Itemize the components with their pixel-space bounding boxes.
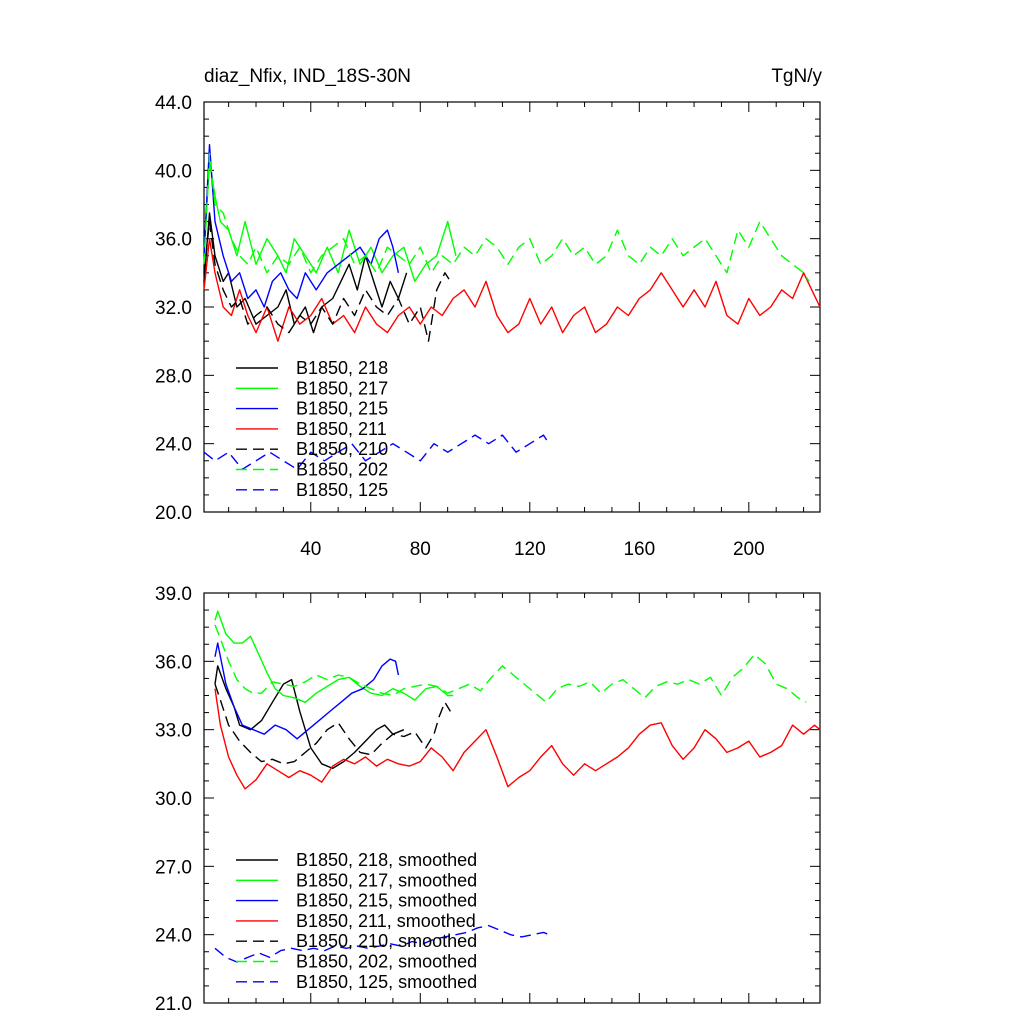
x-tick-label: 200 <box>733 539 765 560</box>
legend-label: B1850, 215, smoothed <box>296 891 477 911</box>
x-tick-label: 120 <box>514 539 546 560</box>
chart-units: TgN/y <box>771 66 822 87</box>
legend-label: B1850, 215 <box>296 399 388 419</box>
chart-title: diaz_Nfix, IND_18S-30N <box>204 66 411 87</box>
y-tick-label: 21.0 <box>155 994 192 1015</box>
legend-label: B1850, 125 <box>296 480 388 500</box>
y-tick-label: 36.0 <box>155 652 192 673</box>
legend-label: B1850, 217 <box>296 378 388 398</box>
x-tick-label: 80 <box>410 539 431 560</box>
legend-label: B1850, 202 <box>296 460 388 480</box>
series-line <box>203 143 400 308</box>
series-line <box>214 624 807 703</box>
series-line <box>203 161 457 283</box>
y-tick-label: 36.0 <box>155 230 192 251</box>
legend-label: B1850, 210 <box>296 439 388 459</box>
series-line <box>203 220 451 342</box>
y-tick-label: 24.0 <box>155 926 192 947</box>
series-line <box>214 665 405 770</box>
x-tick-label: 40 <box>300 539 321 560</box>
series-line <box>214 642 400 740</box>
legend-label: B1850, 211 <box>296 419 387 439</box>
legend-label: B1850, 218 <box>296 358 388 378</box>
legend-label: B1850, 125, smoothed <box>296 972 477 992</box>
series-line <box>214 688 821 790</box>
top-panel: diaz_Nfix, IND_18S-30N TgN/y 20.0 24.0 28.… <box>155 66 822 560</box>
y-tick-label: 39.0 <box>155 584 192 605</box>
series-line <box>214 683 451 765</box>
y-tick-label: 28.0 <box>155 366 192 387</box>
series-line <box>214 610 454 703</box>
series-line <box>203 237 821 342</box>
legend-label: B1850, 210, smoothed <box>296 931 477 951</box>
y-tick-label: 44.0 <box>155 93 192 114</box>
y-tick-label: 30.0 <box>155 789 192 810</box>
bottom-panel: 21.0 24.0 27.0 30.0 33.0 36.0 39.0 B1850, 218, … <box>155 584 821 1015</box>
y-tick-label: 40.0 <box>155 161 192 182</box>
series-line <box>203 434 550 470</box>
legend-label: B1850, 217, smoothed <box>296 870 477 890</box>
y-tick-label: 27.0 <box>155 857 192 878</box>
series-line <box>203 152 810 282</box>
y-tick-label: 33.0 <box>155 721 192 742</box>
legend-label: B1850, 211, smoothed <box>296 911 476 931</box>
legend-label: B1850, 218, smoothed <box>296 850 477 870</box>
x-tick-label: 160 <box>623 539 655 560</box>
y-tick-label: 24.0 <box>155 435 192 456</box>
legend-label: B1850, 202, smoothed <box>296 952 477 972</box>
series-line <box>214 924 550 963</box>
y-tick-label: 20.0 <box>155 503 192 524</box>
y-tick-label: 32.0 <box>155 298 192 319</box>
